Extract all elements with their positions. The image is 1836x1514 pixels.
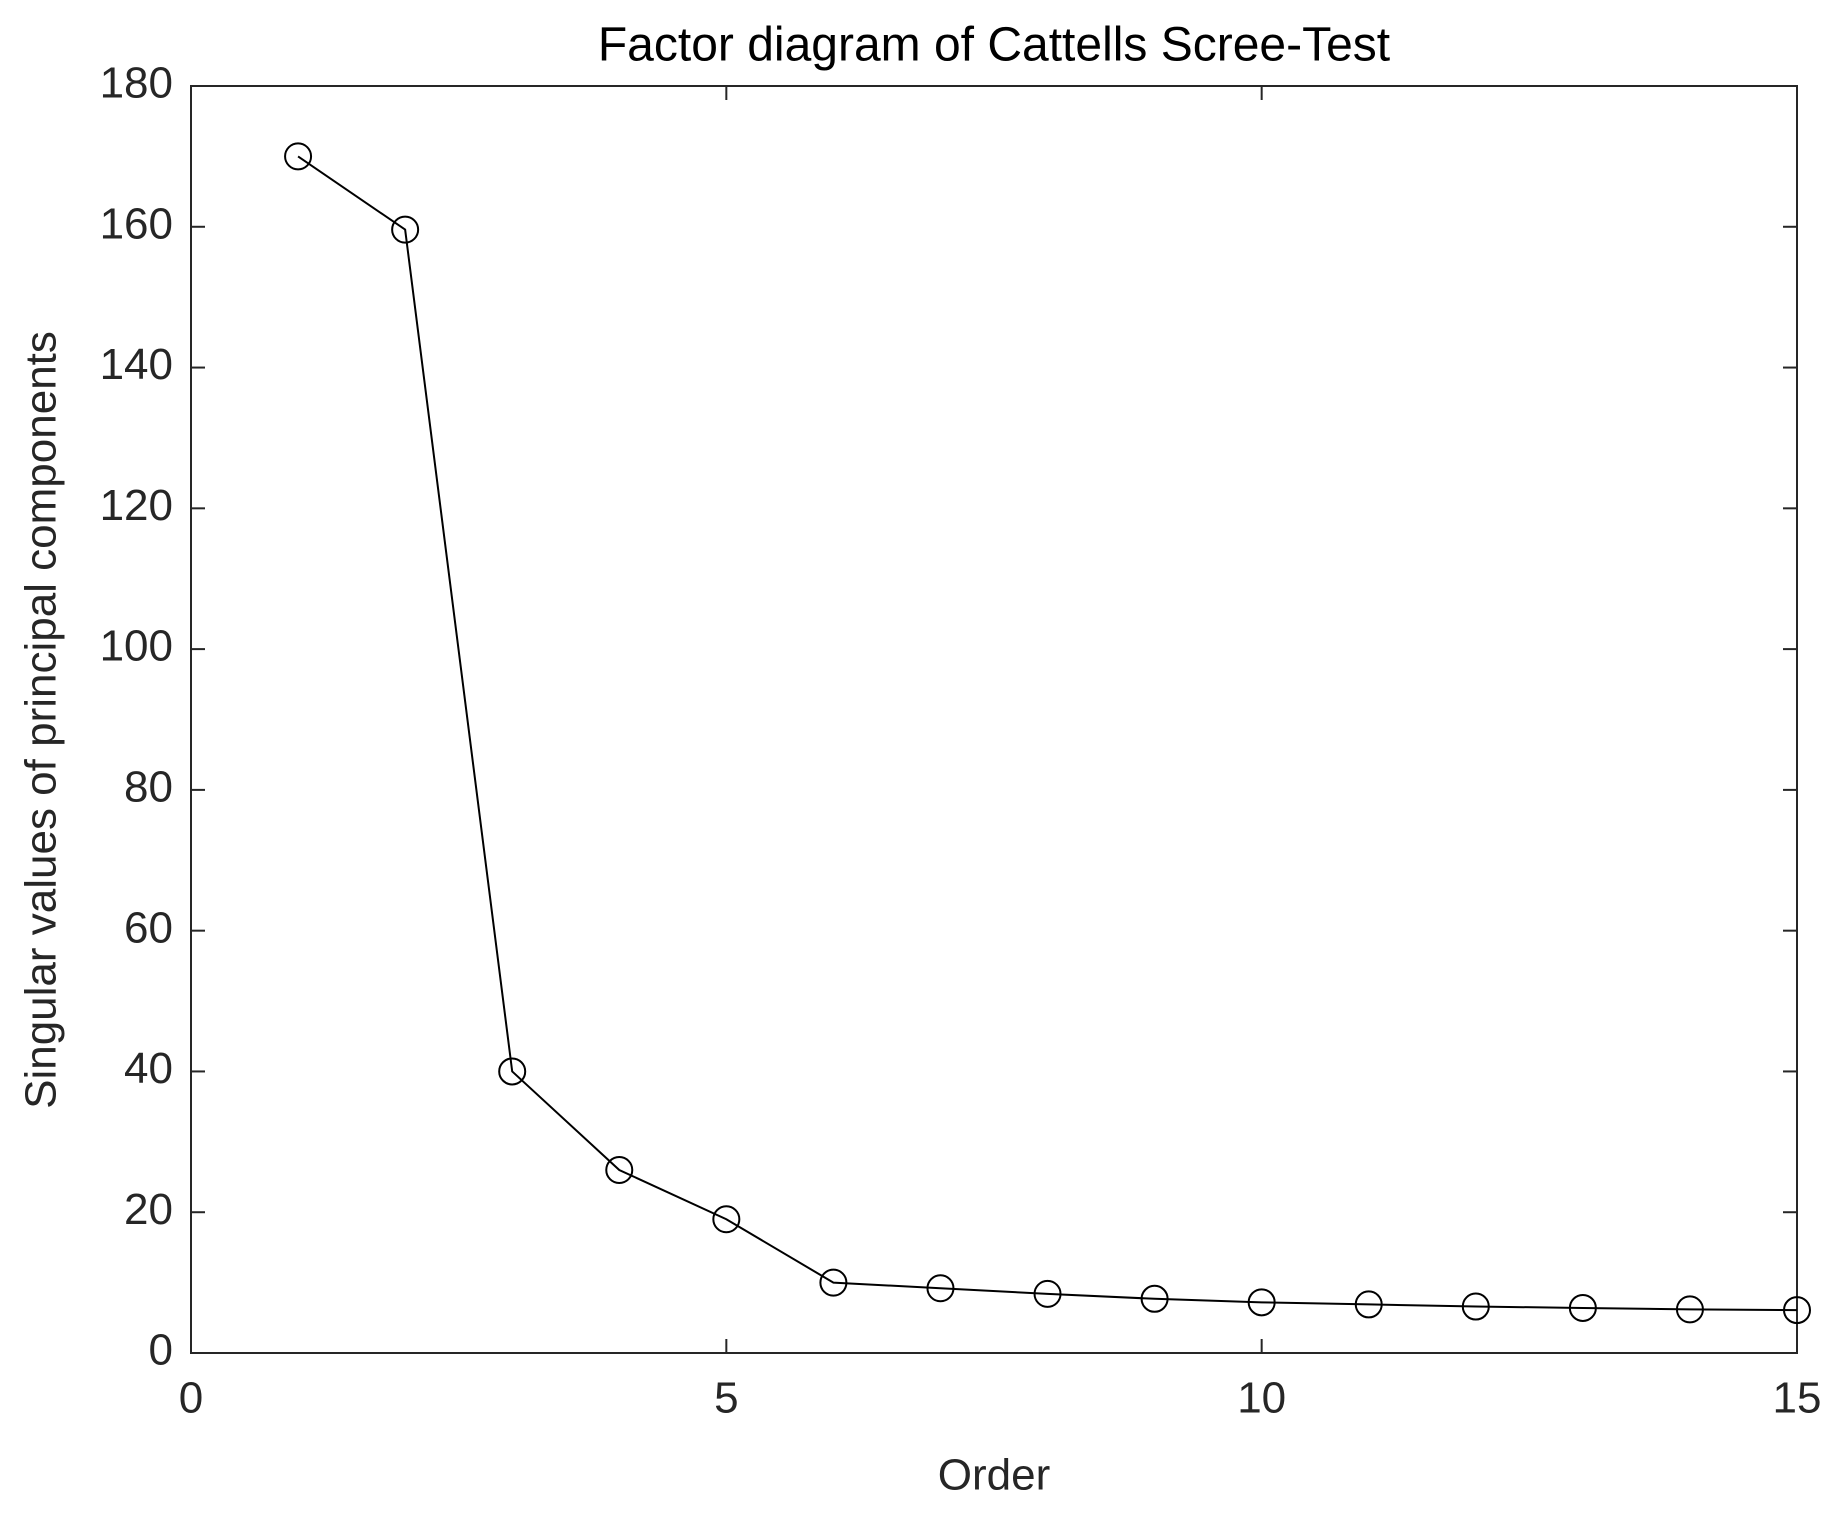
point-marker	[1461, 1292, 1490, 1321]
y-tick-label: 100	[100, 622, 173, 671]
plot-frame	[190, 85, 1798, 1354]
y-tick-label: 80	[124, 763, 173, 812]
y-tick-label: 0	[149, 1326, 173, 1375]
point-marker	[605, 1155, 634, 1184]
y-tick-label: 140	[100, 340, 173, 389]
y-tick-label: 160	[100, 199, 173, 248]
y-tick-label: 40	[124, 1044, 173, 1093]
x-tick-label: 10	[1237, 1374, 1286, 1423]
y-tick-label: 60	[124, 903, 173, 952]
point-marker	[1354, 1290, 1383, 1319]
chart-title: Factor diagram of Cattells Scree-Test	[598, 19, 1390, 72]
point-marker	[1783, 1296, 1811, 1325]
point-marker	[819, 1268, 848, 1297]
x-axis-label: Order	[938, 1451, 1050, 1500]
point-marker	[926, 1274, 955, 1303]
point-marker	[498, 1057, 527, 1086]
series-line	[297, 155, 1798, 1312]
point-marker	[284, 142, 313, 171]
point-marker	[1675, 1295, 1704, 1324]
y-axis-label: Singular values of principal components	[17, 331, 66, 1109]
x-tick-label: 15	[1773, 1374, 1822, 1423]
point-marker	[1247, 1288, 1276, 1317]
y-tick-label: 120	[100, 481, 173, 530]
point-marker	[712, 1205, 741, 1234]
point-marker	[391, 215, 420, 244]
y-tick-label: 180	[100, 59, 173, 108]
point-marker	[1033, 1279, 1062, 1308]
x-tick-label: 5	[714, 1374, 738, 1423]
point-marker	[1568, 1293, 1597, 1322]
x-tick-label: 0	[179, 1374, 203, 1423]
point-marker	[1140, 1284, 1169, 1313]
y-tick-label: 20	[124, 1185, 173, 1234]
